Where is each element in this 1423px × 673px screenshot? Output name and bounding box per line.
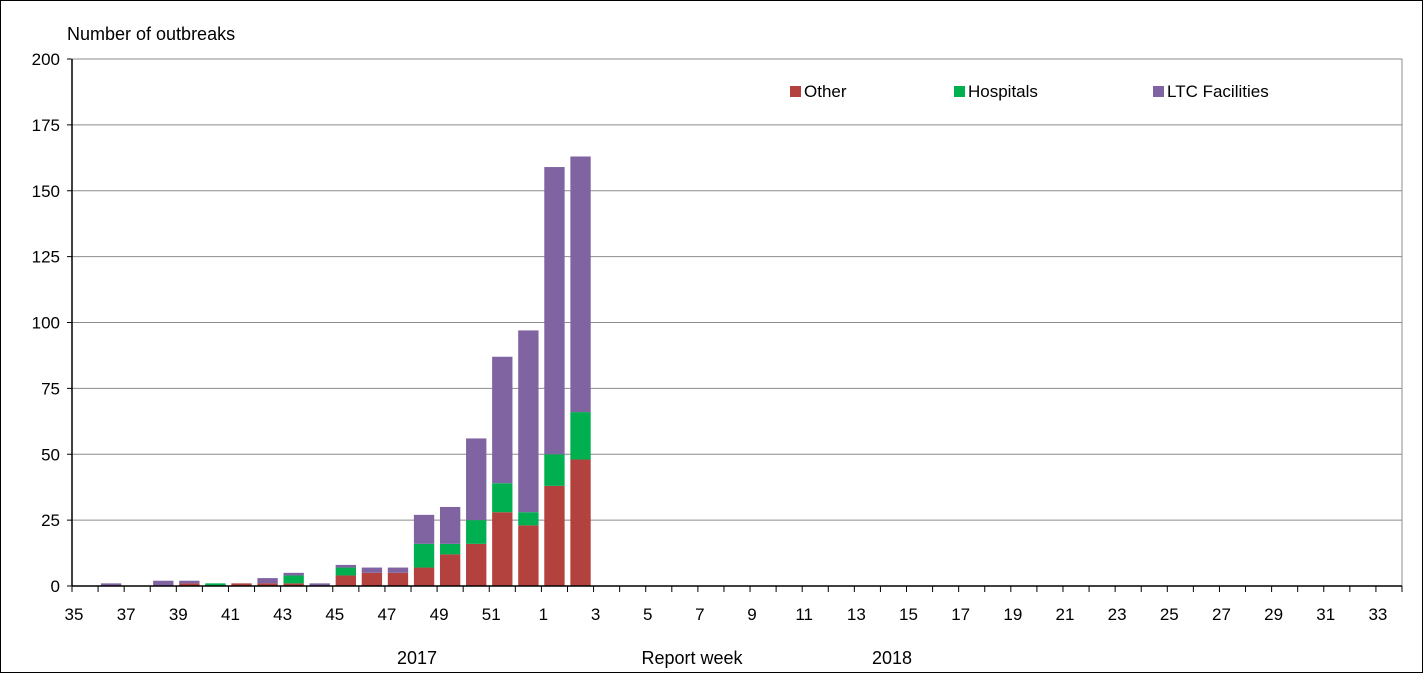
- y-tick-label-25: 25: [41, 511, 60, 530]
- x-tick-label-25: 25: [1160, 605, 1179, 624]
- x-tick-label-5: 5: [643, 605, 652, 624]
- bar-ltc-facilities-week-49-14: [439, 506, 461, 544]
- bar-ltc-facilities-week-38-3: [153, 580, 174, 586]
- axes: [71, 59, 1402, 587]
- y-tick-label-150: 150: [32, 182, 60, 201]
- x-axis-title: Report week: [641, 648, 743, 668]
- bar-other-week-41-6: [231, 583, 252, 586]
- x-tick-label-3: 3: [591, 605, 600, 624]
- x-tick-label-33: 33: [1368, 605, 1387, 624]
- bar-other-week-42-7: [257, 583, 278, 586]
- x-tick-label-27: 27: [1212, 605, 1231, 624]
- x-tick-label-1: 1: [539, 605, 548, 624]
- x-tick-label-19: 19: [1003, 605, 1022, 624]
- legend-label-ltc-facilities: LTC Facilities: [1167, 82, 1269, 101]
- x-tick-labels: 35 37 39 41 43 45 47 49 51 1 3 5 7 9 11 13 15 17 19 21 23 25 2…: [65, 586, 1403, 624]
- bar-ltc-facilities-week-52-17: [518, 330, 539, 513]
- legend-label-other: Other: [804, 82, 847, 101]
- y-tick-label-200: 200: [32, 50, 60, 69]
- bar-other-week-47-12: [387, 572, 409, 586]
- x-tick-label-15: 15: [899, 605, 918, 624]
- bar-ltc-facilities-week-48-13: [413, 514, 435, 544]
- year-label-2017: 2017: [397, 648, 437, 668]
- bar-ltc-facilities-week-43-8: [283, 572, 304, 576]
- bar-hospitals-week-49-14: [439, 543, 461, 555]
- y-tick-label-75: 75: [41, 379, 60, 398]
- bar-ltc-facilities-week-2-19: [570, 156, 591, 413]
- x-tick-label-21: 21: [1056, 605, 1075, 624]
- y-tick-label-175: 175: [32, 116, 60, 135]
- x-tick-label-41: 41: [221, 605, 240, 624]
- bar-other-week-51-16: [492, 512, 513, 586]
- legend-item-other: Other: [790, 82, 847, 101]
- bar-hospitals-week-40-5: [205, 583, 226, 586]
- bar-ltc-facilities-week-45-10: [335, 564, 356, 568]
- bar-hospitals-week-45-10: [335, 567, 356, 576]
- x-tick-label-47: 47: [377, 605, 396, 624]
- bar-ltc-facilities-week-1-18: [544, 167, 565, 455]
- bar-ltc-facilities-week-36-1: [100, 583, 122, 586]
- legend-swatch-hospitals: [954, 86, 965, 97]
- y-tick-label-0: 0: [51, 577, 60, 596]
- bar-other-week-45-10: [335, 575, 356, 586]
- y-tick-label-100: 100: [32, 314, 60, 333]
- bar-hospitals-week-43-8: [283, 575, 304, 584]
- bar-other-week-43-8: [283, 583, 304, 586]
- bar-hospitals-week-2-19: [570, 412, 591, 460]
- y-tick-labels: 0 25 50 75 100 125 150 175 200: [32, 50, 60, 596]
- bar-ltc-facilities-week-46-11: [361, 567, 383, 573]
- bar-other-week-1-18: [544, 485, 565, 586]
- bar-other-week-39-4: [179, 583, 200, 586]
- bar-other-week-48-13: [413, 567, 435, 586]
- y-tick-label-50: 50: [41, 445, 60, 464]
- x-tick-label-39: 39: [169, 605, 188, 624]
- bar-hospitals-week-51-16: [492, 483, 513, 513]
- x-tick-label-31: 31: [1316, 605, 1335, 624]
- bar-ltc-facilities-week-47-12: [387, 567, 409, 573]
- x-tick-label-49: 49: [430, 605, 449, 624]
- bars: [100, 156, 591, 586]
- bar-ltc-facilities-week-50-15: [466, 438, 487, 521]
- bar-other-week-49-14: [439, 554, 461, 586]
- x-tick-label-29: 29: [1264, 605, 1283, 624]
- bar-other-week-50-15: [466, 543, 487, 586]
- x-tick-label-51: 51: [482, 605, 501, 624]
- x-tick-label-43: 43: [273, 605, 292, 624]
- bar-hospitals-week-50-15: [466, 520, 487, 544]
- x-tick-label-7: 7: [695, 605, 704, 624]
- legend-item-hospitals: Hospitals: [954, 82, 1038, 101]
- bar-other-week-52-17: [518, 525, 539, 586]
- y-tick-label-125: 125: [32, 248, 60, 267]
- x-tick-label-35: 35: [65, 605, 84, 624]
- x-tick-label-45: 45: [325, 605, 344, 624]
- bar-ltc-facilities-week-51-16: [492, 356, 513, 484]
- bar-ltc-facilities-week-42-7: [257, 578, 278, 584]
- year-label-2018: 2018: [872, 648, 912, 668]
- x-tick-label-9: 9: [747, 605, 756, 624]
- bar-other-week-46-11: [361, 572, 383, 586]
- legend-label-hospitals: Hospitals: [968, 82, 1038, 101]
- x-tick-label-11: 11: [795, 605, 813, 624]
- gridlines: [67, 58, 1403, 587]
- bar-ltc-facilities-week-39-4: [179, 580, 200, 584]
- bar-hospitals-week-48-13: [413, 543, 435, 568]
- bar-other-week-2-19: [570, 459, 591, 586]
- legend-swatch-ltc-facilities: [1153, 86, 1164, 97]
- x-tick-label-37: 37: [117, 605, 136, 624]
- bar-hospitals-week-52-17: [518, 512, 539, 526]
- legend-item-ltc-facilities: LTC Facilities: [1153, 82, 1269, 101]
- legend: Other Hospitals LTC Facilities: [790, 82, 1269, 101]
- x-tick-label-23: 23: [1108, 605, 1127, 624]
- x-tick-label-17: 17: [951, 605, 970, 624]
- bar-hospitals-week-1-18: [544, 454, 565, 486]
- x-tick-label-13: 13: [847, 605, 866, 624]
- y-axis-title: Number of outbreaks: [67, 24, 235, 44]
- legend-swatch-other: [790, 86, 801, 97]
- bar-ltc-facilities-week-44-9: [309, 583, 330, 586]
